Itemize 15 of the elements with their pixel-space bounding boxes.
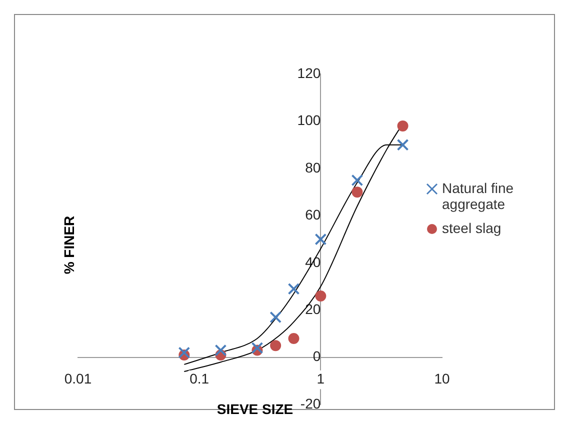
y-tick-label: 120 (297, 64, 321, 81)
x-tick-label: 10 (434, 370, 450, 387)
y-tick-label: 80 (305, 159, 321, 176)
x-tick-label: 1 (316, 370, 325, 387)
y-tick-label: 20 (305, 301, 321, 317)
y-tick-label: 100 (297, 112, 321, 128)
y-tick-label: 60 (305, 206, 321, 223)
x-axis-title: SIEVE SIZE (216, 400, 294, 417)
y-tick-label: 0 (312, 348, 321, 364)
y-axis-title: % FINER (60, 216, 77, 274)
legend-label: steel slag (442, 220, 502, 236)
legend-label: Natural fine aggregate (442, 180, 515, 212)
y-tick-label: -20 (300, 395, 321, 412)
x-tick-label: 0.1 (190, 370, 210, 387)
x-tick-label: 0.01 (64, 370, 92, 387)
